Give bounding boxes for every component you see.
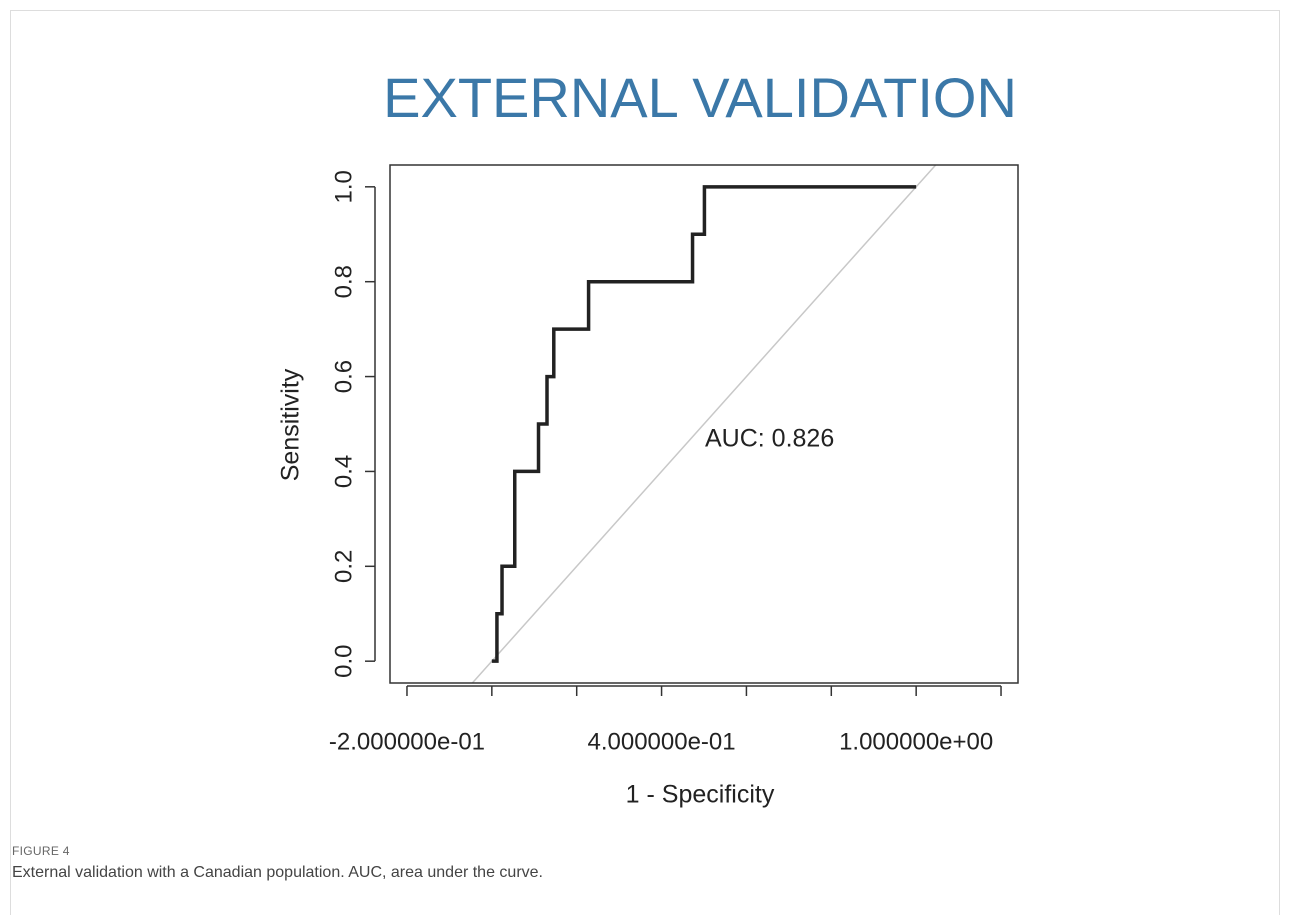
y-axis-label: Sensitivity	[277, 368, 305, 481]
y-tick-label: 0.8	[330, 265, 357, 298]
reference-line	[471, 165, 937, 683]
figure-caption: External validation with a Canadian popu…	[12, 864, 543, 881]
figure-label: FIGURE 4	[12, 844, 70, 858]
x-axis-label: 1 - Specificity	[626, 781, 775, 809]
y-tick-label: 0.2	[330, 550, 357, 583]
y-tick-label: 1.0	[330, 170, 357, 203]
roc-curve	[491, 185, 917, 663]
plot-box	[389, 164, 1019, 684]
figure-frame	[10, 10, 1280, 915]
x-tick-label: -2.000000e-01	[329, 728, 485, 755]
x-tick-label: 4.000000e-01	[587, 728, 735, 755]
y-tick-label: 0.6	[330, 360, 357, 393]
chart-title: EXTERNAL VALIDATION	[383, 66, 1017, 129]
annotation: AUC: 0.826	[705, 425, 834, 453]
y-tick-label: 0.0	[330, 644, 357, 677]
x-tick-label: 1.000000e+00	[839, 728, 993, 755]
y-tick-label: 0.4	[330, 455, 357, 488]
chart: EXTERNAL VALIDATION 1 - Specificity Sens…	[277, 66, 1019, 809]
